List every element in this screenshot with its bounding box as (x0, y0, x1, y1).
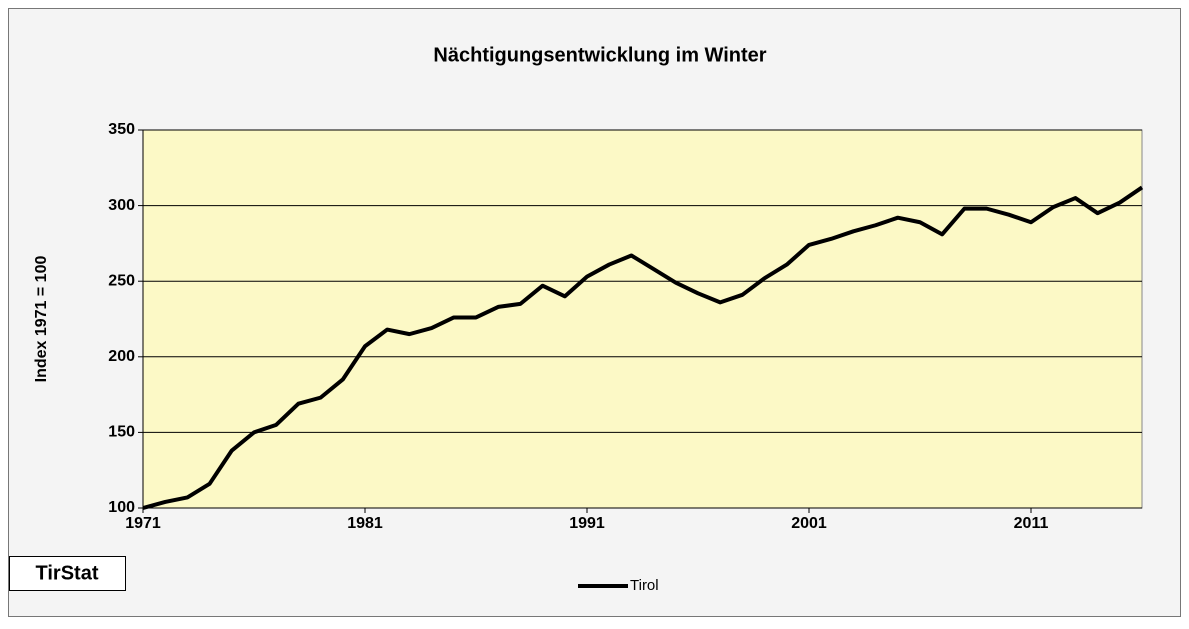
y-axis-label: Index 1971 = 100 (33, 256, 50, 383)
x-tick-label: 1971 (125, 515, 161, 532)
plot-area (142, 129, 1143, 509)
x-tick-label: 2001 (791, 515, 827, 532)
y-tick-label: 100 (108, 499, 135, 516)
x-tick-label: 1991 (569, 515, 605, 532)
data-line (142, 185, 1144, 510)
y-tick-label: 250 (108, 272, 135, 289)
logo-box (9, 556, 126, 591)
y-tick-label: 150 (108, 424, 135, 441)
legend-label: Tirol (630, 577, 659, 594)
y-tick-label: 300 (108, 197, 135, 214)
chart-title: Nächtigungsentwicklung im Winter (433, 44, 766, 66)
y-tick-label: 350 (108, 121, 135, 138)
y-tick-label: 200 (108, 348, 135, 365)
x-tick-label: 1981 (347, 515, 383, 532)
logo: TirStat (36, 562, 99, 584)
x-tick-label: 2011 (1014, 515, 1049, 532)
